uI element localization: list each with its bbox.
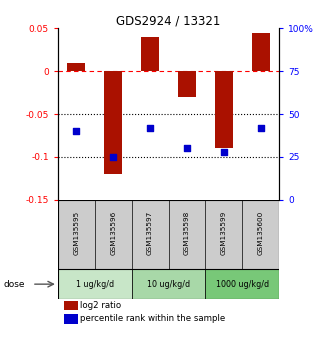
Text: 1000 ug/kg/d: 1000 ug/kg/d xyxy=(216,280,269,289)
Bar xyxy=(242,200,279,269)
Bar xyxy=(58,200,95,269)
Text: log2 ratio: log2 ratio xyxy=(80,301,121,310)
Bar xyxy=(141,37,159,71)
Bar xyxy=(205,200,242,269)
Bar xyxy=(95,200,132,269)
Point xyxy=(74,129,79,134)
Point xyxy=(110,154,116,160)
Bar xyxy=(58,269,132,299)
Bar xyxy=(65,314,78,324)
Text: 10 ug/kg/d: 10 ug/kg/d xyxy=(147,280,190,289)
Bar xyxy=(215,71,233,148)
Text: GSM135597: GSM135597 xyxy=(147,211,153,255)
Text: GSM135596: GSM135596 xyxy=(110,211,116,255)
Bar xyxy=(65,301,78,310)
Bar xyxy=(67,63,85,71)
Bar xyxy=(178,71,196,97)
Point xyxy=(221,149,226,155)
Bar xyxy=(169,200,205,269)
Title: GDS2924 / 13321: GDS2924 / 13321 xyxy=(116,14,221,27)
Text: percentile rank within the sample: percentile rank within the sample xyxy=(80,314,225,323)
Text: GSM135595: GSM135595 xyxy=(73,211,79,255)
Bar xyxy=(104,71,122,174)
Text: 1 ug/kg/d: 1 ug/kg/d xyxy=(76,280,114,289)
Text: dose: dose xyxy=(3,280,25,289)
Bar xyxy=(132,200,169,269)
Text: GSM135599: GSM135599 xyxy=(221,211,227,255)
Text: GSM135600: GSM135600 xyxy=(258,211,264,255)
Bar xyxy=(132,269,205,299)
Point xyxy=(147,125,153,131)
Bar xyxy=(252,33,270,71)
Bar xyxy=(205,269,279,299)
Point xyxy=(184,145,189,151)
Point xyxy=(258,125,263,131)
Text: GSM135598: GSM135598 xyxy=(184,211,190,255)
